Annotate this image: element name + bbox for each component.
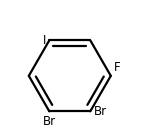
Text: Br: Br (43, 115, 56, 128)
Text: I: I (43, 34, 46, 47)
Text: F: F (114, 61, 120, 75)
Text: Br: Br (94, 105, 107, 118)
